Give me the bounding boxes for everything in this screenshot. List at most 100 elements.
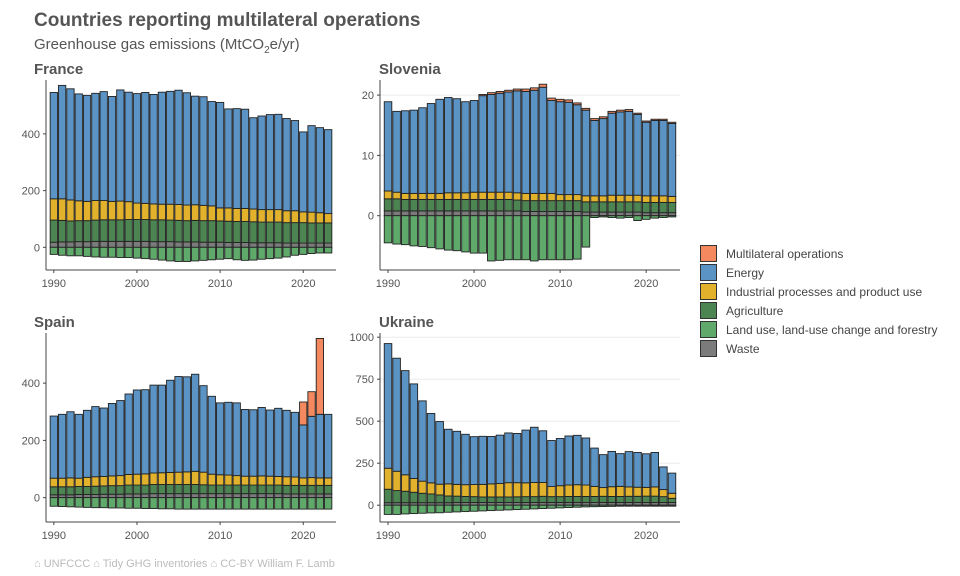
legend: Multilateral operations Energy Industria… [700,244,937,358]
bar-segment [249,409,258,477]
bar-segment [392,470,401,492]
bar-segment [124,91,133,203]
bar-segment [149,472,158,485]
bar-segment [232,242,241,248]
bar-segment [257,246,266,260]
y-tick-label: 1000 [350,332,374,344]
bar-segment [426,413,436,484]
bar-segment [512,433,522,484]
legend-swatch [700,340,717,357]
bar-segment [383,215,393,244]
bar-segment [315,477,324,486]
legend-label: Multilateral operations [726,246,844,261]
bar-segment [166,379,175,473]
bar-segment [487,215,496,262]
bar-segment [166,203,175,221]
bar-segment [512,210,522,217]
bar-segment [274,493,283,499]
bar-segment [307,493,316,499]
bar-segment [74,486,83,495]
legend-swatch [700,264,717,281]
legend-label: Waste [726,341,760,356]
bar-segment [538,200,548,212]
bar-segment [157,203,167,221]
source-caption: ⌂ UNFCCC ⌂ Tidy GHG inventories ⌂ CC-BY … [34,558,335,570]
bar-segment [504,482,513,498]
bar-segment [426,482,436,495]
bar-segment [299,131,308,213]
bar-segment [590,485,599,497]
bar-segment [207,101,216,207]
bar-segment [66,497,75,508]
bar-segment [504,198,513,212]
bar-segment [149,94,158,205]
bar-segment [157,246,167,261]
bar-segment [58,198,67,221]
bar-segment [174,246,183,262]
legend-swatch [700,321,717,338]
x-tick-label: 2010 [548,278,572,290]
bar-segment [99,246,108,258]
bar-segment [324,213,333,224]
bar-segment [74,93,83,202]
bar-segment [265,221,275,244]
bar-segment [107,246,117,258]
bar-segment [521,91,530,194]
bar-segment [74,246,83,257]
bar-segment [487,94,496,193]
bar-segment [232,402,241,477]
legend-swatch [700,283,717,300]
bar-segment [624,110,634,196]
bar-segment [633,211,642,217]
bar-segment [49,219,58,243]
bar-segment [257,221,266,244]
bar-segment [315,246,324,254]
bar-segment [641,495,651,503]
bar-segment [512,482,522,498]
bar-segment [581,496,591,503]
x-tick-label: 2000 [125,278,149,290]
bar-segment [444,483,453,497]
bar-segment [74,497,83,508]
subtitle-suffix: e/yr) [269,36,300,53]
bar-segment [667,492,677,499]
bar-segment [504,210,513,217]
bar-segment [538,86,548,194]
bar-segment [191,204,200,221]
bar-segment [224,242,233,248]
bar-segment [299,497,308,510]
x-tick-label: 1990 [42,530,66,542]
bar-segment [215,246,225,260]
bar-segment [324,484,333,495]
bar-segment [82,486,92,495]
bar-segment [307,125,316,213]
bar-segment [290,497,300,510]
bar-segment [573,504,582,508]
bar-segment [249,117,258,210]
bar-segment [182,241,191,248]
bar-segment [555,98,565,103]
bar-segment [282,497,291,510]
bar-segment [659,215,668,218]
bar-segment [495,496,505,503]
bar-segment [265,246,275,260]
bar-segment [199,204,208,222]
bar-segment [274,476,283,486]
bar-segment [590,447,599,487]
bar-segment [607,504,616,507]
panel-title: France [34,61,83,78]
bar-segment [182,92,191,206]
bar-segment [530,426,539,483]
bar-segment [495,191,505,200]
bar-segment [265,497,275,510]
bar-segment [607,496,616,503]
x-tick-label: 2020 [291,278,315,290]
bar-segment [74,241,83,248]
y-tick-label: 250 [356,458,374,470]
bar-segment [207,220,216,243]
bar-segment [650,118,659,121]
bar-segment [124,484,133,495]
bar-segment [149,493,158,499]
bar-segment [191,493,200,499]
